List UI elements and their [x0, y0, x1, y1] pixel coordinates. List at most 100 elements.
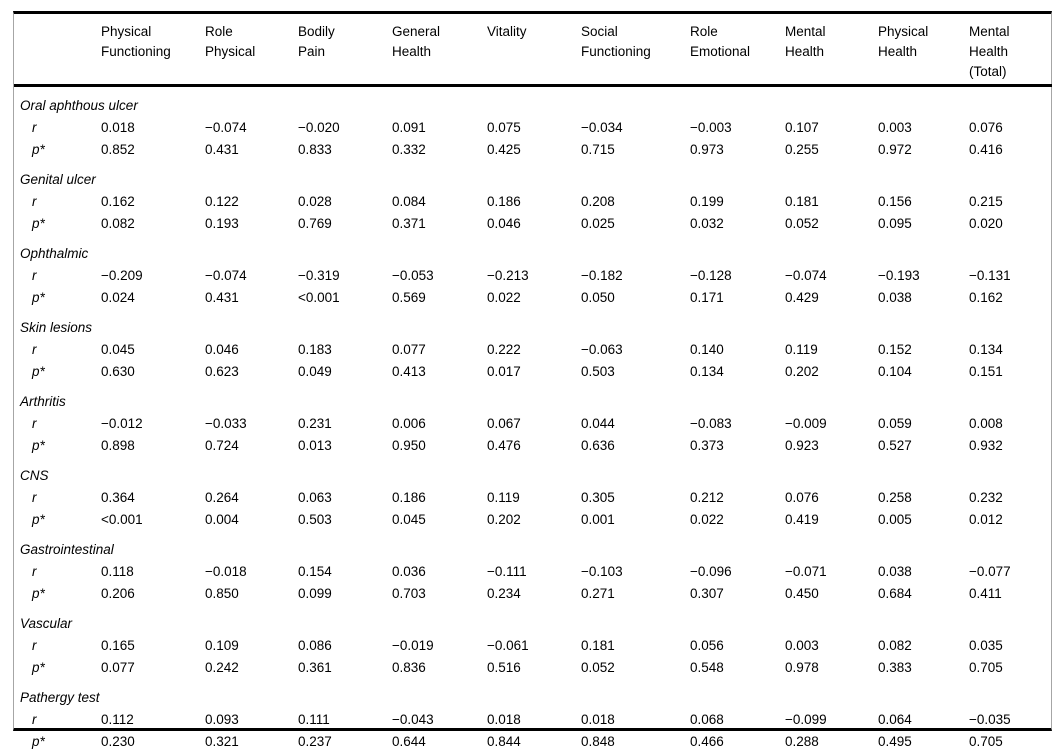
p-row: p* 0.898 0.724 0.013 0.950 0.476 0.636 0.373 0.9… — [14, 435, 1052, 457]
value-cell: 0.038 — [878, 289, 912, 305]
r-row: r −0.012 −0.033 0.231 0.006 0.067 0.044 −0.083 −… — [14, 413, 1052, 435]
row-label-r: r — [32, 267, 37, 283]
r-row: r 0.165 0.109 0.086 −0.019 −0.061 0.181 0.056 0.… — [14, 635, 1052, 657]
value-cell: −0.074 — [205, 119, 247, 135]
value-cell: 0.305 — [581, 489, 615, 505]
row-label-r: r — [32, 193, 37, 209]
value-cell: −0.043 — [392, 711, 434, 727]
value-cell: 0.107 — [785, 119, 819, 135]
value-cell: 0.705 — [969, 733, 1003, 749]
value-cell: 0.431 — [205, 289, 239, 305]
table-body: Oral aphthous ulcer r 0.018 −0.074 −0.020 0.0… — [14, 85, 1052, 753]
value-cell: 0.156 — [878, 193, 912, 209]
row-label-r: r — [32, 119, 37, 135]
value-cell: 0.038 — [878, 563, 912, 579]
value-cell: 0.383 — [878, 659, 912, 675]
p-row: p* <0.001 0.004 0.503 0.045 0.202 0.001 0.022 0.… — [14, 509, 1052, 531]
value-cell: 0.077 — [392, 341, 426, 357]
value-cell: 0.527 — [878, 437, 912, 453]
correlation-table: Physical Functioning Role Physical Bodil… — [14, 14, 1052, 753]
value-cell: 0.050 — [581, 289, 615, 305]
value-cell: 0.119 — [487, 489, 520, 505]
value-cell: 0.450 — [785, 585, 819, 601]
section-label: Ophthalmic — [20, 245, 89, 261]
header-social-functioning: Social Functioning — [581, 14, 690, 87]
r-row: r 0.112 0.093 0.111 −0.043 0.018 0.018 0.068 −0.… — [14, 709, 1052, 731]
section-row: Ophthalmic — [14, 235, 1052, 265]
value-cell: 0.371 — [392, 215, 426, 231]
value-cell: 0.045 — [392, 511, 426, 527]
value-cell: 0.020 — [969, 215, 1003, 231]
value-cell: 0.705 — [969, 659, 1003, 675]
value-cell: 0.373 — [690, 437, 724, 453]
value-cell: −0.131 — [969, 267, 1011, 283]
section-row: Vascular — [14, 605, 1052, 635]
value-cell: 0.206 — [101, 585, 135, 601]
row-label-p: p* — [32, 363, 45, 379]
value-cell: 0.045 — [101, 341, 135, 357]
p-row: p* 0.630 0.623 0.049 0.413 0.017 0.503 0.134 0.2… — [14, 361, 1052, 383]
value-cell: 0.154 — [298, 563, 332, 579]
value-cell: 0.052 — [581, 659, 615, 675]
value-cell: 0.230 — [101, 733, 135, 749]
value-cell: 0.364 — [101, 489, 135, 505]
value-cell: 0.183 — [298, 341, 332, 357]
value-cell: 0.003 — [785, 637, 819, 653]
row-label-r: r — [32, 637, 37, 653]
section-label: Vascular — [20, 615, 73, 631]
value-cell: <0.001 — [101, 511, 143, 527]
value-cell: 0.140 — [690, 341, 724, 357]
section-row: Skin lesions — [14, 309, 1052, 339]
value-cell: 0.162 — [101, 193, 135, 209]
row-label-p: p* — [32, 215, 45, 231]
r-row: r 0.364 0.264 0.063 0.186 0.119 0.305 0.212 0.07… — [14, 487, 1052, 509]
r-row: r −0.209 −0.074 −0.319 −0.053 −0.213 −0.182 −0.… — [14, 265, 1052, 287]
value-cell: 0.013 — [298, 437, 332, 453]
section-label: Pathergy test — [20, 689, 100, 705]
value-cell: 0.932 — [969, 437, 1003, 453]
section-label: Oral aphthous ulcer — [20, 97, 138, 113]
header-bodily-pain: Bodily Pain — [298, 14, 392, 87]
value-cell: 0.049 — [298, 363, 332, 379]
section-label: CNS — [20, 467, 49, 483]
value-cell: 0.972 — [878, 141, 912, 157]
p-row: p* 0.206 0.850 0.099 0.703 0.234 0.271 0.307 0.4… — [14, 583, 1052, 605]
section-row: CNS — [14, 457, 1052, 487]
row-label-r: r — [32, 563, 37, 579]
value-cell: 0.152 — [878, 341, 912, 357]
value-cell: 0.271 — [581, 585, 615, 601]
value-cell: 0.035 — [969, 637, 1003, 653]
value-cell: 0.018 — [581, 711, 615, 727]
value-cell: −0.035 — [969, 711, 1011, 727]
value-cell: 0.044 — [581, 415, 615, 431]
header-physical-health: Physical Health — [878, 14, 969, 87]
value-cell: 0.077 — [101, 659, 135, 675]
value-cell: 0.429 — [785, 289, 819, 305]
p-row: p* 0.077 0.242 0.361 0.836 0.516 0.052 0.548 0.9… — [14, 657, 1052, 679]
value-cell: 0.018 — [487, 711, 521, 727]
value-cell: 0.212 — [690, 489, 724, 505]
value-cell: 0.122 — [205, 193, 239, 209]
value-cell: 0.162 — [969, 289, 1003, 305]
value-cell: 0.082 — [101, 215, 135, 231]
value-cell: 0.109 — [205, 637, 239, 653]
row-label-r: r — [32, 711, 37, 727]
value-cell: 0.503 — [298, 511, 332, 527]
value-cell: 0.008 — [969, 415, 1003, 431]
section-row: Genital ulcer — [14, 161, 1052, 191]
value-cell: −0.019 — [392, 637, 434, 653]
value-cell: 0.112 — [101, 711, 134, 727]
value-cell: 0.068 — [690, 711, 724, 727]
value-cell: 0.850 — [205, 585, 239, 601]
value-cell: 0.171 — [690, 289, 724, 305]
value-cell: 0.234 — [487, 585, 521, 601]
row-label-r: r — [32, 341, 37, 357]
row-label-p: p* — [32, 437, 45, 453]
r-row: r 0.162 0.122 0.028 0.084 0.186 0.208 0.199 0.18… — [14, 191, 1052, 213]
value-cell: 0.848 — [581, 733, 615, 749]
value-cell: 0.022 — [690, 511, 724, 527]
p-row: p* 0.852 0.431 0.833 0.332 0.425 0.715 0.973 0.2… — [14, 139, 1052, 161]
value-cell: 0.001 — [581, 511, 615, 527]
value-cell: 0.012 — [969, 511, 1003, 527]
value-cell: 0.104 — [878, 363, 912, 379]
